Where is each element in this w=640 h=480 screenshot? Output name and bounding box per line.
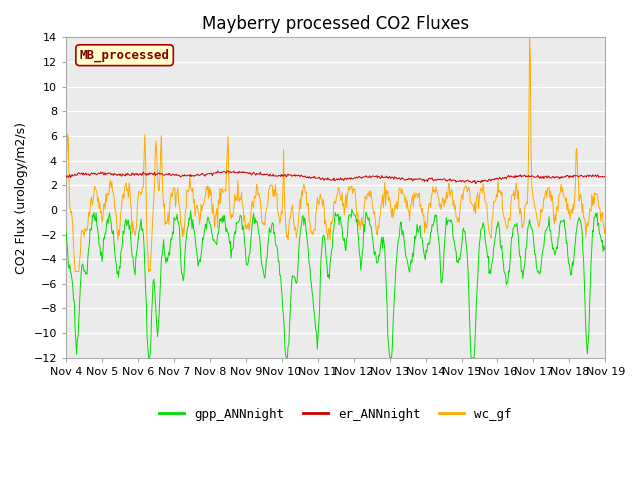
Legend: gpp_ANNnight, er_ANNnight, wc_gf: gpp_ANNnight, er_ANNnight, wc_gf [154, 403, 517, 425]
Text: MB_processed: MB_processed [79, 48, 170, 62]
Title: Mayberry processed CO2 Fluxes: Mayberry processed CO2 Fluxes [202, 15, 469, 33]
Y-axis label: CO2 Flux (urology/m2/s): CO2 Flux (urology/m2/s) [15, 121, 28, 274]
